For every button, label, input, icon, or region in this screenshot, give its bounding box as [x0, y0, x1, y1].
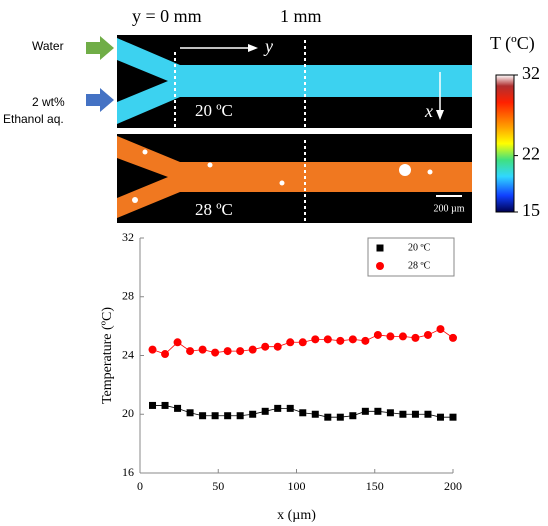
data-point [211, 348, 220, 357]
data-point [211, 412, 219, 420]
data-point [449, 413, 457, 421]
data-point [298, 338, 307, 347]
data-point [148, 345, 157, 354]
panel-label: 28 ºC [195, 200, 233, 219]
data-point [161, 401, 169, 409]
data-point [198, 345, 207, 354]
legend-label: 28 ºC [408, 260, 431, 271]
data-point [236, 412, 244, 420]
data-point [336, 413, 344, 421]
x-tick-label: 200 [444, 479, 462, 493]
inlet-label: Ethanol aq. [3, 112, 64, 126]
data-point [373, 330, 382, 339]
data-point [324, 413, 332, 421]
colorbar-tick-label: 32 [522, 63, 540, 83]
x-tick-label: 50 [212, 479, 224, 493]
colorbar-title: T (ºC) [490, 33, 535, 54]
axis-arrow-label: y [263, 36, 273, 56]
data-point [236, 347, 245, 356]
data-point [424, 410, 432, 418]
y-tick-label: 28 [122, 289, 134, 303]
data-point [349, 412, 357, 420]
data-point [224, 412, 232, 420]
position-label: y = 0 mm [132, 6, 202, 26]
colorbar-tick-label: 15 [522, 200, 540, 220]
data-point [223, 347, 232, 356]
data-point [186, 409, 194, 417]
y-axis-label: Temperature (ºC) [100, 307, 115, 404]
data-point [386, 409, 394, 417]
legend-marker [376, 262, 384, 270]
y-tick-label: 16 [122, 465, 134, 479]
data-point [261, 342, 270, 351]
data-point [361, 336, 370, 345]
data-point [274, 404, 282, 412]
x-axis-label: x (µm) [277, 508, 316, 523]
data-point [361, 407, 369, 415]
data-point [374, 407, 382, 415]
chart: 16 20 24 28 32 0 50 100 150 200 x (µm) Temperature … [100, 230, 462, 523]
data-point [398, 332, 407, 341]
inlet-arrow [86, 88, 114, 112]
x-tick-label: 100 [288, 479, 306, 493]
data-point [249, 410, 257, 418]
legend-label: 20 ºC [408, 242, 431, 253]
inlet-label: Water [32, 39, 64, 53]
data-point [261, 407, 269, 415]
legend-box [367, 237, 455, 277]
colorbar-ticks: 15 22 32 [514, 63, 540, 220]
data-point [149, 401, 157, 409]
data-point [311, 335, 320, 344]
data-point [386, 332, 395, 341]
data-point [336, 336, 345, 345]
legend-marker [376, 244, 384, 252]
data-point [248, 345, 257, 354]
data-point [399, 410, 407, 418]
data-point [411, 410, 419, 418]
data-point [173, 338, 182, 347]
y-tick-label: 24 [122, 347, 134, 361]
axis-arrow-label: x [424, 101, 433, 121]
inlet-arrow [86, 36, 114, 60]
thermal-panel: 200 µm 28 ºC [117, 134, 472, 223]
data-point [299, 409, 307, 417]
position-label: 1 mm [280, 6, 322, 26]
colorbar-tick-label: 22 [522, 144, 540, 164]
data-point [174, 404, 182, 412]
scale-bar-label: 200 µm [433, 203, 464, 214]
panel-label: 20 ºC [195, 101, 233, 120]
colorbar [495, 74, 515, 213]
inlet-label: 2 wt% [32, 95, 65, 109]
data-point [323, 335, 332, 344]
data-point [273, 342, 282, 351]
data-point [411, 333, 420, 342]
y-tick-label: 20 [122, 406, 134, 420]
x-tick-label: 150 [366, 479, 384, 493]
data-point [449, 333, 457, 342]
data-point [348, 335, 357, 344]
x-tick-label: 0 [137, 479, 143, 493]
data-point [186, 347, 195, 356]
data-point [286, 404, 294, 412]
data-point [199, 412, 207, 420]
y-tick-label: 32 [122, 230, 134, 244]
data-point [311, 410, 319, 418]
data-point [161, 350, 170, 359]
data-point [423, 330, 432, 339]
data-point [436, 413, 444, 421]
data-point [286, 338, 295, 347]
data-point [436, 325, 445, 334]
thermal-panel: y x 20 ºC [117, 35, 472, 128]
